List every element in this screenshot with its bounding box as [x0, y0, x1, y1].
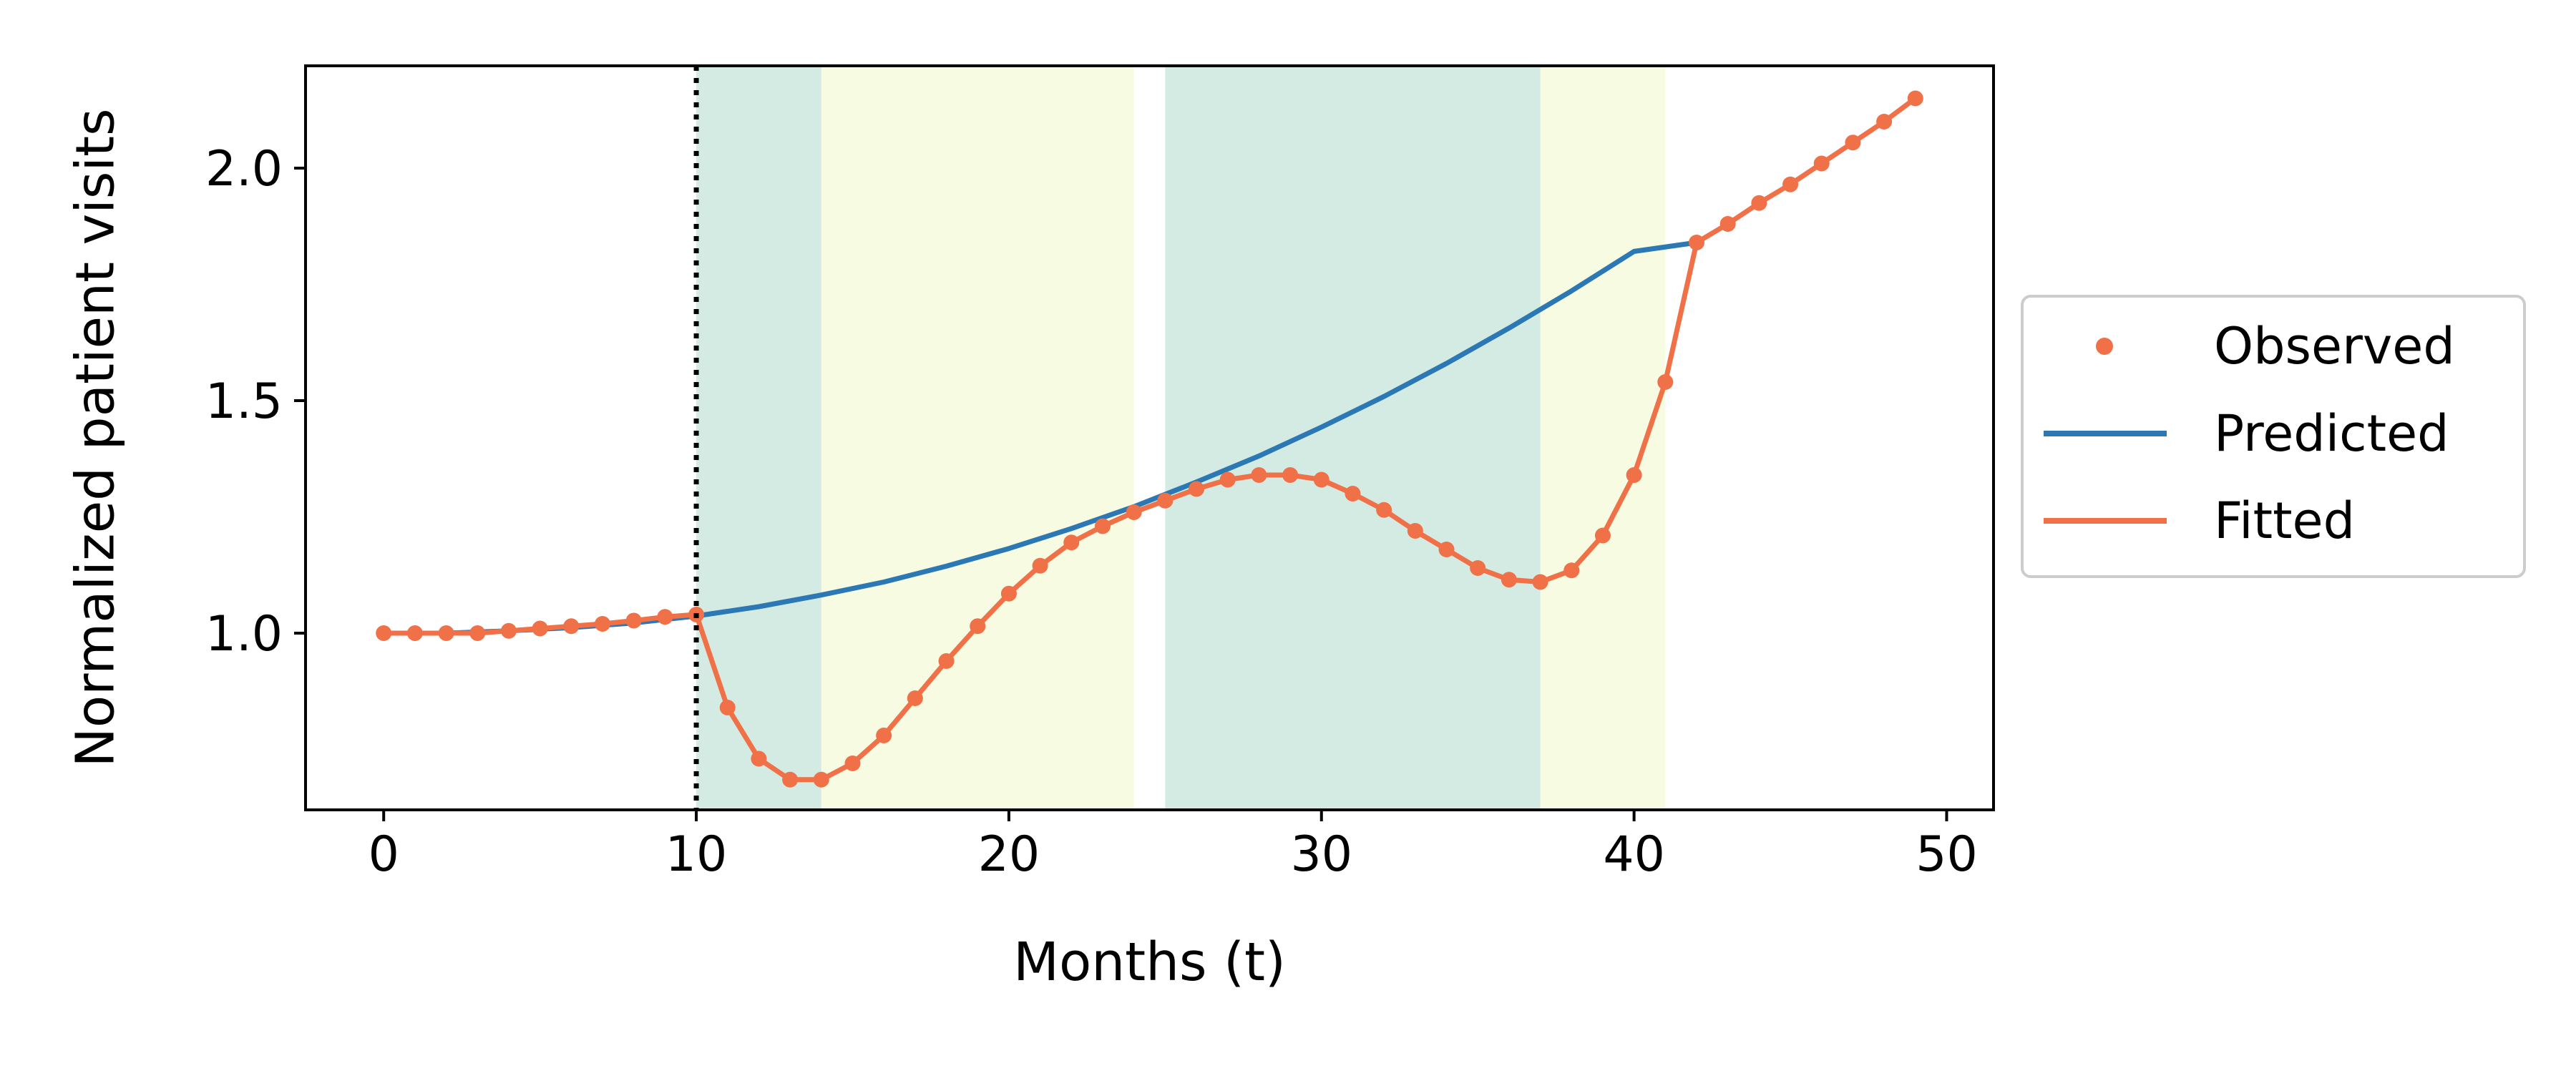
series-lines	[381, 96, 1918, 783]
observed-point	[1594, 527, 1611, 544]
observed-point	[1501, 572, 1517, 588]
observed-point	[938, 653, 955, 669]
observed-point	[1813, 155, 1830, 172]
observed-point	[1282, 467, 1299, 483]
observed-point	[970, 618, 986, 635]
observed-point	[563, 618, 580, 635]
observed-point	[1219, 471, 1236, 488]
observed-point	[844, 755, 861, 771]
y-tick-label: 2.0	[205, 141, 283, 197]
observed-point	[1626, 467, 1642, 483]
observed-point	[625, 612, 642, 629]
y-tick-label: 1.0	[205, 606, 283, 662]
observed-point	[782, 771, 799, 788]
legend-label-observed: Observed	[2214, 317, 2455, 376]
observed-point	[376, 625, 392, 641]
observed-point	[1063, 534, 1080, 551]
observed-point	[1470, 560, 1486, 576]
observed-point	[1345, 486, 1361, 502]
observed-point	[438, 625, 454, 641]
observed-point	[1532, 574, 1548, 590]
plot-frame	[304, 64, 1995, 811]
observed-point	[876, 728, 892, 743]
observed-point	[1313, 471, 1330, 488]
x-axis-label: Months (t)	[1013, 931, 1286, 993]
fitted-line	[381, 96, 1918, 783]
observed-point	[532, 620, 548, 637]
y-axis-label: Normalized patient visits	[65, 108, 127, 767]
observed-point	[469, 625, 486, 641]
x-axis-ticks: 0 10 20 30 40 50	[369, 810, 1978, 883]
observed-point	[1032, 557, 1048, 574]
observed-point	[1782, 176, 1799, 192]
shaded-region-1	[696, 66, 821, 810]
legend-marker-observed	[2096, 338, 2113, 355]
observed-point	[1189, 481, 1205, 497]
observed-point	[595, 616, 611, 632]
observed-point	[1157, 492, 1174, 509]
observed-point	[907, 690, 923, 706]
observed-point	[1876, 114, 1893, 129]
observed-point	[1688, 235, 1704, 250]
shaded-region-3	[1165, 66, 1541, 810]
observed-point	[1376, 502, 1392, 518]
observed-point	[1407, 523, 1423, 539]
x-tick-label: 40	[1603, 826, 1665, 883]
legend: Observed Predicted Fitted	[2021, 295, 2526, 578]
observed-point	[1563, 562, 1580, 579]
observed-point	[1438, 542, 1455, 557]
observed-point	[1845, 134, 1861, 151]
y-axis-ticks: 1.0 1.5 2.0	[205, 141, 306, 662]
x-tick-label: 20	[978, 826, 1040, 883]
observed-point	[1000, 585, 1017, 602]
legend-label-fitted: Fitted	[2214, 491, 2355, 550]
x-tick-label: 10	[665, 826, 728, 883]
x-tick-label: 30	[1291, 826, 1353, 883]
observed-point	[1657, 374, 1674, 390]
observed-point	[406, 625, 423, 641]
observed-point	[719, 700, 736, 715]
y-tick-label: 1.5	[205, 373, 283, 430]
observed-point	[657, 609, 673, 625]
observed-points	[376, 90, 1923, 788]
shaded-region-2	[821, 66, 1134, 810]
observed-point	[500, 622, 517, 639]
observed-point	[751, 750, 767, 767]
x-tick-label: 0	[369, 826, 399, 883]
observed-point	[1719, 216, 1736, 232]
observed-point	[1751, 195, 1767, 211]
shaded-regions	[696, 66, 1666, 810]
observed-point	[1251, 467, 1267, 483]
observed-point	[813, 771, 829, 788]
observed-point	[1094, 518, 1111, 534]
observed-point	[1907, 90, 1923, 107]
observed-point	[1126, 504, 1142, 520]
legend-box	[2021, 295, 2526, 578]
x-tick-label: 50	[1916, 826, 1978, 883]
legend-label-predicted: Predicted	[2214, 404, 2449, 463]
